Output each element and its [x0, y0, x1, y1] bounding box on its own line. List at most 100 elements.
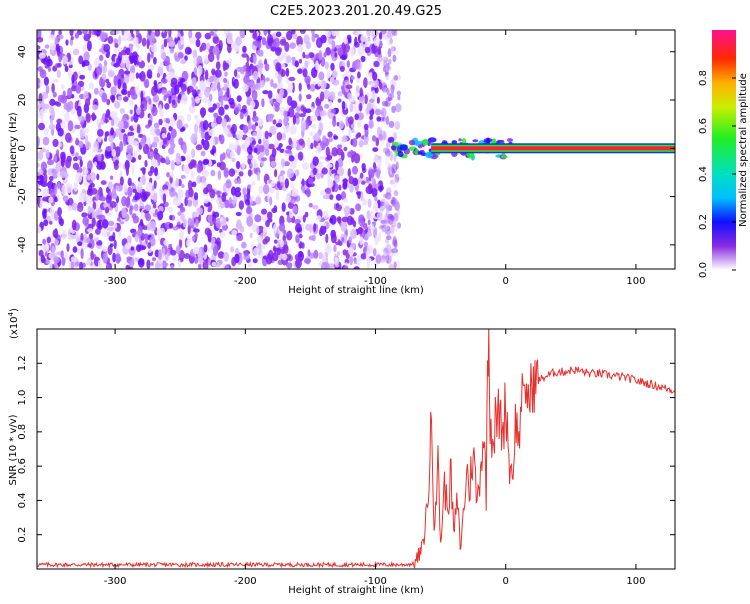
heatmap-cell [414, 148, 419, 156]
heatmap-cell [247, 184, 252, 189]
heatmap-cell [222, 127, 227, 132]
heatmap-cell [355, 58, 361, 70]
heatmap-cell [252, 31, 258, 40]
heatmap-cell [159, 227, 165, 236]
heatmap-cell [325, 243, 332, 254]
heatmap-cell [191, 181, 197, 188]
heatmap-cell [375, 137, 380, 147]
heatmap-cell [263, 140, 270, 149]
heatmap-cell [92, 147, 98, 153]
heatmap-cell [394, 221, 399, 232]
heatmap-cell [352, 165, 358, 175]
heatmap-cell [247, 169, 252, 177]
heatmap-cell [138, 154, 142, 161]
heatmap-cell [307, 83, 311, 90]
heatmap-cell [299, 30, 305, 33]
heatmap-cell [75, 84, 82, 94]
heatmap-cell [337, 90, 343, 97]
heatmap-cell [170, 249, 177, 256]
heatmap-cell [381, 107, 387, 118]
heatmap-cell [381, 116, 387, 122]
heatmap-cell [180, 59, 187, 65]
heatmap-cell [37, 175, 44, 180]
heatmap-cell [216, 115, 223, 125]
heatmap-cell [395, 161, 399, 170]
heatmap-cell [385, 142, 391, 148]
heatmap-cell [194, 123, 199, 134]
heatmap-cell [96, 214, 102, 220]
heatmap-cell [152, 94, 160, 103]
heatmap-cell [234, 106, 240, 114]
heatmap-cell [183, 165, 190, 173]
heatmap-cell [257, 59, 263, 70]
heatmap-cell [158, 104, 162, 115]
heatmap-cell [160, 157, 166, 164]
heatmap-cell [279, 239, 285, 248]
heatmap-cell [149, 221, 156, 232]
heatmap-cell [213, 245, 219, 257]
heatmap-cell [106, 81, 112, 89]
heatmap-cell [331, 30, 338, 37]
heatmap-cell [363, 241, 368, 247]
heatmap-cell [129, 72, 135, 82]
heatmap-cell [368, 169, 375, 179]
heatmap-cell [241, 53, 249, 58]
heatmap-cell [242, 143, 246, 151]
heatmap-cell [68, 60, 73, 66]
heatmap-cell [117, 120, 125, 130]
heatmap-cell [320, 34, 327, 44]
heatmap-cell [123, 184, 128, 193]
heatmap-cell [257, 118, 264, 127]
heatmap-cell [147, 119, 152, 127]
heatmap-cell [331, 40, 336, 50]
heatmap-cell [54, 228, 58, 237]
heatmap-cell [379, 130, 386, 141]
heatmap-cell [334, 52, 338, 58]
heatmap-cell [239, 111, 244, 120]
heatmap-cell [377, 57, 383, 62]
heatmap-cell [330, 108, 336, 114]
signal-band-peak [431, 147, 675, 150]
heatmap-cell [290, 199, 296, 204]
heatmap-cell [127, 131, 135, 136]
heatmap-cell [156, 72, 160, 78]
heatmap-cell [278, 143, 283, 148]
heatmap-cell [228, 203, 234, 209]
heatmap-cell [364, 46, 371, 54]
heatmap-cell [390, 215, 395, 222]
heatmap-cell [184, 46, 192, 55]
heatmap-cell [279, 175, 284, 183]
heatmap-cell [81, 193, 87, 203]
heatmap-cell [373, 161, 376, 169]
heatmap-cell [230, 126, 234, 134]
heatmap-cell [190, 171, 195, 178]
heatmap-cell [38, 122, 45, 131]
heatmap-cell [389, 179, 395, 185]
heatmap-cell [369, 98, 375, 103]
heatmap-cell [310, 115, 317, 122]
heatmap-cell [393, 199, 400, 207]
heatmap-cell [144, 204, 152, 212]
heatmap-cell [242, 84, 249, 93]
heatmap-cell [336, 148, 344, 156]
snr-y-multiplier-exponent: 4 [7, 311, 15, 316]
heatmap-cell [141, 174, 146, 185]
heatmap-cell [390, 145, 397, 151]
heatmap-cell [72, 246, 78, 253]
heatmap-cell [267, 34, 273, 45]
heatmap-cell [221, 118, 227, 128]
heatmap-cell [266, 211, 273, 220]
heatmap-cell [338, 241, 343, 246]
heatmap-cell [219, 217, 223, 223]
heatmap-cell [291, 56, 296, 62]
heatmap-cell [171, 99, 176, 106]
heatmap-cell [379, 206, 384, 214]
heatmap-cell [56, 69, 61, 79]
heatmap-cell [265, 77, 270, 82]
heatmap-cell [203, 187, 209, 195]
heatmap-cell [104, 112, 108, 124]
heatmap-cell [262, 238, 268, 245]
heatmap-cell [218, 106, 225, 116]
heatmap-cell [385, 72, 389, 77]
heatmap-cell [295, 169, 300, 177]
